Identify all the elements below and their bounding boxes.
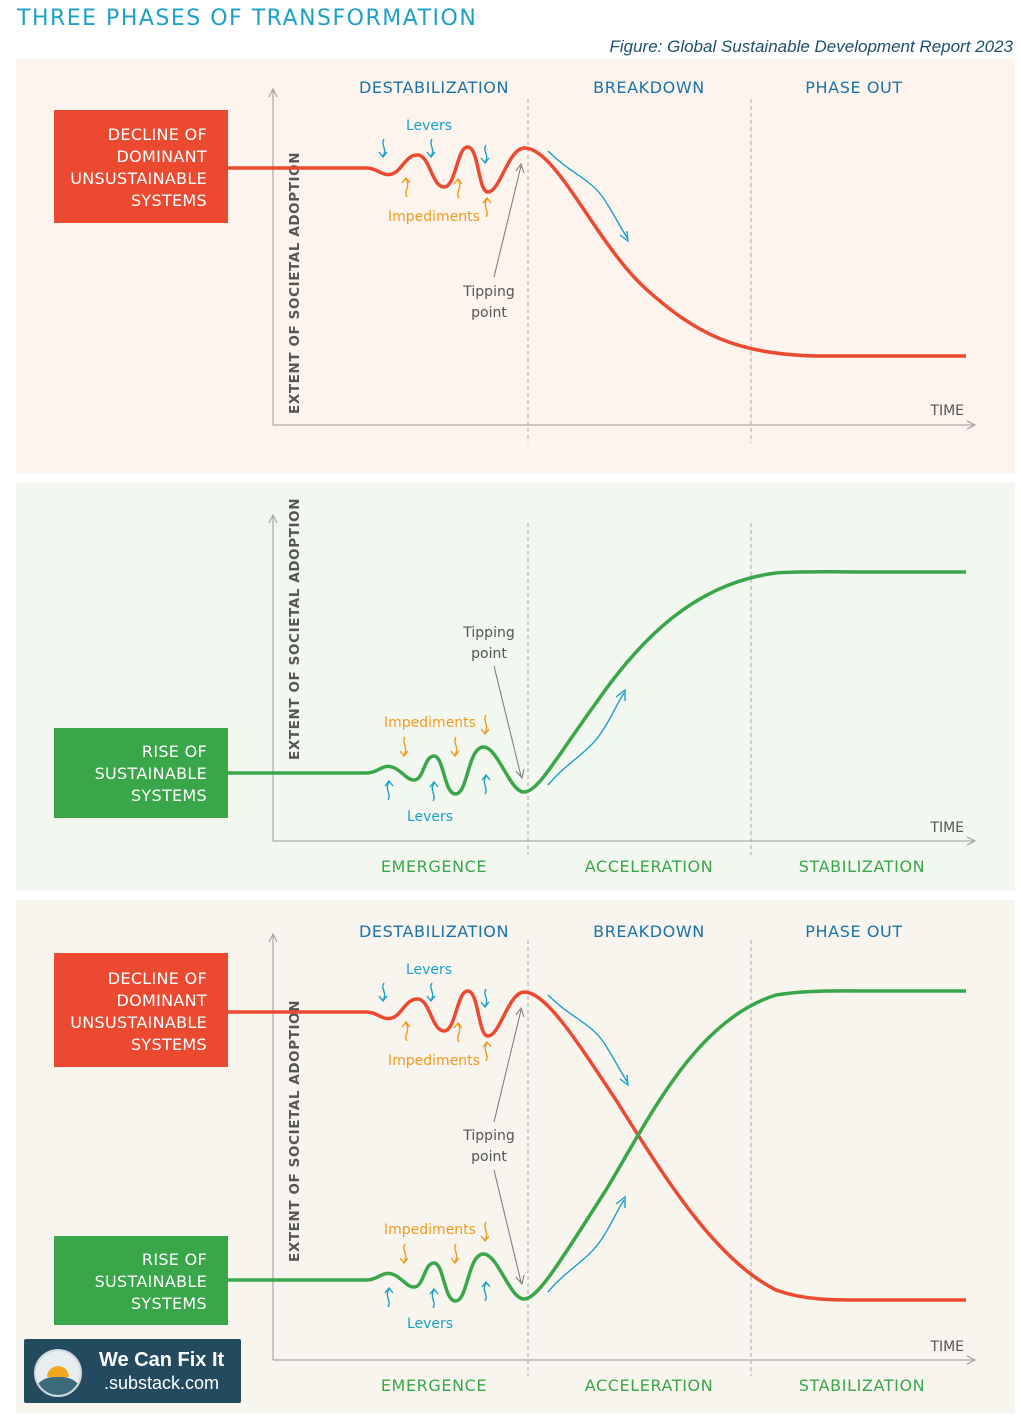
panel-combined: DESTABILIZATION BREAKDOWN PHASE OUT EXTE… [16,900,1015,1413]
levers-label: Levers [407,809,453,825]
impediment-arrows-top [401,1020,492,1062]
x-axis-label: TIME [929,1339,964,1355]
tipping-label-1: Tipping [462,625,514,641]
y-axis-label: EXTENT OF SOCIETAL ADOPTION [287,498,303,760]
tipping-label-2: point [471,646,507,662]
phase-phase-out: PHASE OUT [805,922,902,941]
tipping-arrow-down [493,1169,525,1286]
rise-box [54,1236,228,1325]
phase-destabilization: DESTABILIZATION [359,922,509,941]
substack-logo[interactable]: We Can Fix It .substack.com [24,1339,241,1403]
phase-acceleration: ACCELERATION [585,857,714,876]
lever-arrows-top [378,982,490,1009]
levers-label: Levers [406,118,452,134]
phase-breakdown: BREAKDOWN [593,922,705,941]
rise-box-line1: RISE OF [142,1250,207,1269]
decline-box-line4: SYSTEMS [131,191,207,210]
decline-curve [228,989,966,1302]
tipping-arrow [493,162,525,278]
impediments-label-bottom: Impediments [384,1222,476,1238]
phase-breakdown: BREAKDOWN [593,78,705,97]
acceleration-arrow [547,688,626,786]
decline-diagram: DESTABILIZATION BREAKDOWN PHASE OUT EXTE… [54,78,977,443]
phase-emergence: EMERGENCE [381,1376,487,1395]
phase-stabilization: STABILIZATION [799,857,925,876]
impediments-label: Impediments [384,715,476,731]
tipping-arrow [493,665,525,780]
tipping-label-2: point [471,305,507,321]
decline-box [54,953,228,1067]
impediment-arrows [399,714,490,758]
x-axis-label: TIME [929,820,964,836]
tipping-label-1: Tipping [462,284,514,300]
levers-label-top: Levers [406,962,452,978]
panel-rise: EXTENT OF SOCIETAL ADOPTION TIME RISE OF… [16,483,1015,891]
tipping-arrow-up [493,1006,525,1123]
impediments-label: Impediments [388,209,480,225]
phase-emergence: EMERGENCE [381,857,487,876]
phase-destabilization: DESTABILIZATION [359,78,509,97]
decline-box-line2: DOMINANT [117,147,208,166]
rise-box-line3: SYSTEMS [131,786,207,805]
impediment-arrows-bottom [399,1221,490,1265]
rise-curve [228,989,966,1303]
rise-box-line1: RISE OF [142,742,207,761]
impediments-label-top: Impediments [388,1053,480,1069]
decline-box-line3: UNSUSTAINABLE [70,169,207,188]
combined-diagram: DESTABILIZATION BREAKDOWN PHASE OUT EXTE… [54,922,977,1395]
figure-source: Figure: Global Sustainable Development R… [609,37,1013,56]
tipping-label-1: Tipping [462,1128,514,1144]
phase-phase-out: PHASE OUT [805,78,902,97]
logo-icon [34,1349,82,1397]
decline-box-line1: DECLINE OF [108,125,207,144]
panel-decline: DESTABILIZATION BREAKDOWN PHASE OUT EXTE… [16,59,1015,473]
decline-box-line2: DOMINANT [117,991,208,1010]
decline-box-line1: DECLINE OF [108,969,207,988]
rise-box [54,728,228,818]
rise-box-line2: SUSTAINABLE [95,764,207,783]
logo-line2: .substack.com [104,1373,220,1393]
acceleration-arrow [547,1195,626,1293]
impediment-arrows [401,176,492,218]
breakdown-arrow [547,150,629,243]
decline-curve [228,145,966,358]
lever-arrows [378,138,490,165]
levers-label-bottom: Levers [407,1316,453,1332]
decline-box [54,110,228,223]
lever-arrows-bottom [384,1280,491,1309]
rise-diagram: EXTENT OF SOCIETAL ADOPTION TIME RISE OF… [54,498,977,876]
logo-line1: We Can Fix It [99,1349,225,1371]
y-axis-label: EXTENT OF SOCIETAL ADOPTION [287,1000,303,1262]
page-title: THREE PHASES OF TRANSFORMATION [17,6,478,31]
rise-box-line3: SYSTEMS [131,1294,207,1313]
x-axis-label: TIME [929,403,964,419]
rise-curve [228,570,966,796]
lever-arrows [384,773,491,802]
tipping-label-2: point [471,1149,507,1165]
y-axis-label: EXTENT OF SOCIETAL ADOPTION [287,152,303,414]
rise-box-line2: SUSTAINABLE [95,1272,207,1291]
phase-stabilization: STABILIZATION [799,1376,925,1395]
breakdown-arrow [547,994,629,1087]
phase-acceleration: ACCELERATION [585,1376,714,1395]
decline-box-line3: UNSUSTAINABLE [70,1013,207,1032]
decline-box-line4: SYSTEMS [131,1035,207,1054]
